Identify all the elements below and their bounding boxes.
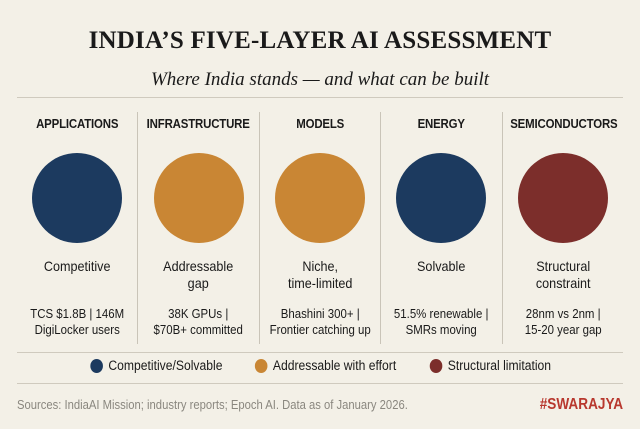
detail-line: 15-20 year gap bbox=[524, 322, 602, 337]
layer-detail: TCS $1.8B | 146M DigiLocker users bbox=[24, 306, 130, 338]
layer-column-applications: APPLICATIONS Competitive TCS $1.8B | 146… bbox=[17, 112, 137, 344]
legend-dot bbox=[429, 358, 442, 373]
legend-item-structural: Structural limitation bbox=[429, 358, 551, 373]
layer-status: Structural constraint bbox=[535, 258, 591, 291]
legend: Competitive/Solvable Addressable with ef… bbox=[0, 358, 640, 373]
page-subtitle: Where India stands — and what can be bui… bbox=[150, 69, 490, 90]
layer-status: Addressable gap bbox=[163, 258, 234, 291]
layer-detail: 51.5% renewable | SMRs moving bbox=[388, 306, 494, 338]
detail-line: Frontier catching up bbox=[269, 322, 371, 337]
layer-name: APPLICATIONS bbox=[36, 116, 119, 131]
layer-status: Solvable bbox=[417, 258, 466, 274]
layer-status: Niche, time-limited bbox=[287, 258, 353, 291]
detail-line: 51.5% renewable | bbox=[394, 306, 489, 321]
legend-dot bbox=[89, 358, 103, 373]
legend-item-competitive: Competitive/Solvable bbox=[89, 358, 223, 373]
layer-columns: APPLICATIONS Competitive TCS $1.8B | 146… bbox=[17, 112, 623, 344]
legend-label: Competitive/Solvable bbox=[107, 358, 223, 373]
layer-detail: Bhashini 300+ | Frontier catching up bbox=[267, 306, 373, 338]
rating-circle bbox=[275, 153, 366, 243]
detail-line: 38K GPUs | bbox=[168, 306, 229, 321]
legend-label: Structural limitation bbox=[447, 358, 551, 373]
layer-name: ENERGY bbox=[417, 116, 466, 131]
brand-logo: #SWARAJYA bbox=[539, 396, 623, 413]
layer-detail: 28nm vs 2nm | 15-20 year gap bbox=[510, 306, 616, 338]
legend-dot bbox=[255, 358, 268, 373]
legend-bottom-divider bbox=[17, 383, 623, 384]
page-title: INDIA’S FIVE-LAYER AI ASSESSMENT bbox=[88, 27, 552, 54]
detail-line: SMRs moving bbox=[405, 322, 478, 337]
layer-column-infrastructure: INFRASTRUCTURE Addressable gap 38K GPUs |… bbox=[137, 112, 258, 344]
top-divider bbox=[17, 97, 623, 98]
rating-circle bbox=[32, 153, 123, 243]
layer-column-models: MODELS Niche, time-limited Bhashini 300+ … bbox=[258, 112, 380, 344]
rating-circle bbox=[396, 153, 487, 243]
rating-circle bbox=[153, 153, 244, 243]
detail-line: $70B+ committed bbox=[153, 322, 244, 337]
legend-top-divider bbox=[17, 352, 623, 353]
layer-detail: 38K GPUs | $70B+ committed bbox=[146, 306, 252, 338]
detail-line: Bhashini 300+ | bbox=[280, 306, 360, 321]
layer-column-energy: ENERGY Solvable 51.5% renewable | SMRs mo… bbox=[380, 112, 501, 344]
layer-name: INFRASTRUCTURE bbox=[147, 116, 251, 131]
layer-status: Competitive bbox=[43, 258, 111, 274]
legend-item-addressable: Addressable with effort bbox=[255, 358, 397, 373]
sources-note: Sources: IndiaAI Mission; industry repor… bbox=[17, 398, 408, 412]
detail-line: DigiLocker users bbox=[34, 322, 120, 337]
layer-column-semiconductors: SEMICONDUCTORS Structural constraint 28nm… bbox=[501, 112, 623, 344]
detail-line: TCS $1.8B | 146M bbox=[30, 306, 125, 321]
layer-name: SEMICONDUCTORS bbox=[509, 116, 618, 131]
legend-label: Addressable with effort bbox=[273, 358, 397, 373]
detail-line: 28nm vs 2nm | bbox=[525, 306, 601, 321]
rating-circle bbox=[517, 153, 608, 243]
layer-name: MODELS bbox=[296, 116, 344, 131]
